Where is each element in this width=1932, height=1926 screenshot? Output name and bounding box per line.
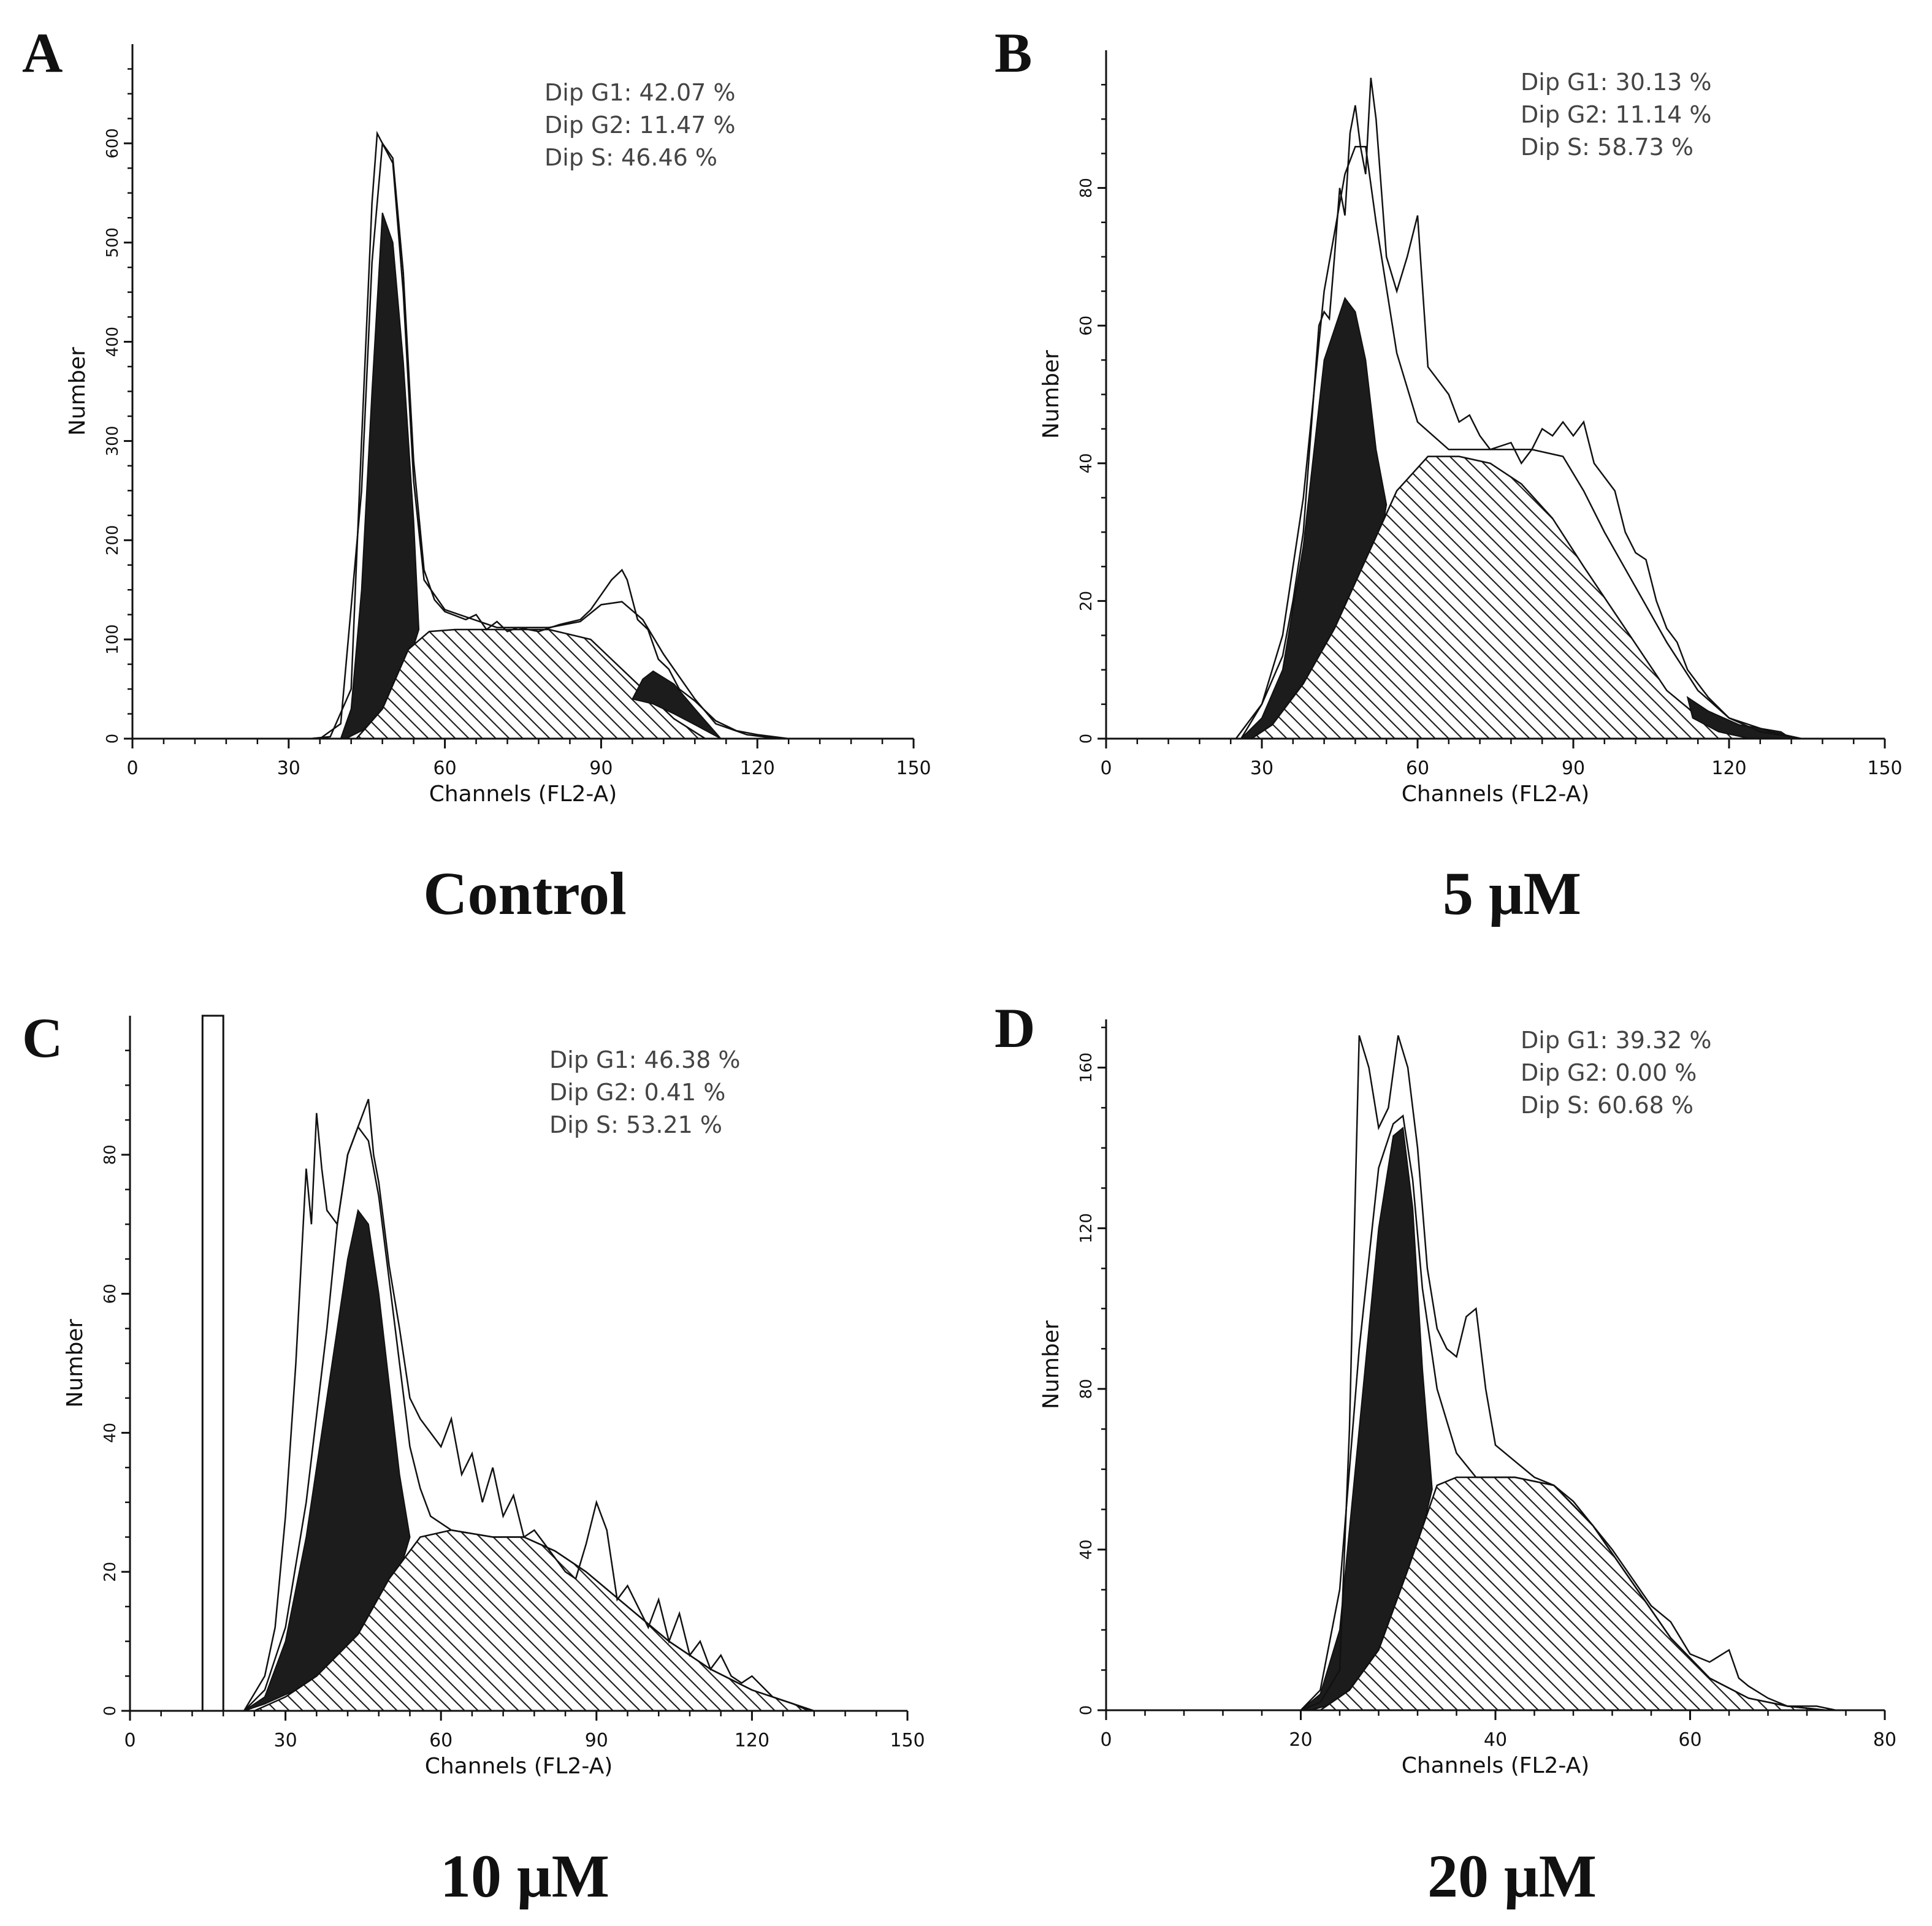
panel-d: D 0 20 40 60 80 0 40 80 120 160 Channels (FL2-A) Nu… xyxy=(966,963,1932,1926)
raw-histogram-line xyxy=(1300,1035,1836,1711)
y-tick-label: 80 xyxy=(1077,1379,1096,1399)
panel-letter: C xyxy=(22,1007,63,1069)
x-axis-label: Channels (FL2-A) xyxy=(1402,1753,1590,1778)
y-tick-label: 0 xyxy=(104,734,122,744)
y-tick-label: 0 xyxy=(1077,1705,1096,1716)
stat-s: Dip S: 53.21 % xyxy=(549,1111,722,1138)
x-tick-label: 150 xyxy=(1867,758,1902,779)
y-tick-label: 40 xyxy=(101,1423,120,1443)
x-tick-label: 60 xyxy=(1678,1729,1701,1751)
x-tick-label: 40 xyxy=(1484,1729,1507,1751)
x-tick-label: 30 xyxy=(277,758,300,779)
y-tick-label: 60 xyxy=(1077,316,1096,336)
stat-g2: Dip G2: 11.14 % xyxy=(1521,101,1712,128)
condition-label: 20 μM xyxy=(1427,1842,1597,1910)
stat-s: Dip S: 58.73 % xyxy=(1521,134,1693,161)
stat-s: Dip S: 46.46 % xyxy=(544,144,717,171)
x-tick-label: 30 xyxy=(274,1730,297,1751)
y-tick-label: 500 xyxy=(104,227,122,258)
x-tick-label: 0 xyxy=(1100,1729,1112,1751)
y-tick-label: 40 xyxy=(1077,453,1096,473)
x-tick-label: 20 xyxy=(1289,1729,1312,1751)
stat-g1: Dip G1: 42.07 % xyxy=(544,79,736,106)
x-tick-label: 30 xyxy=(1250,758,1273,779)
fit-envelope-line xyxy=(1240,145,1802,740)
debris-gate-bar xyxy=(201,1014,224,1712)
stat-g2: Dip G2: 0.00 % xyxy=(1521,1059,1697,1086)
histogram-chart: 0 30 60 90 120 150 0 20 40 60 80 Channels (FL2-A) Nu… xyxy=(1039,50,1903,807)
g2-peak-area xyxy=(631,670,722,739)
condition-label: 10 μM xyxy=(440,1842,610,1910)
x-axis-label: Channels (FL2-A) xyxy=(1402,782,1590,807)
y-tick-label: 60 xyxy=(101,1284,120,1304)
y-tick-label: 40 xyxy=(1077,1539,1096,1559)
y-tick-label: 200 xyxy=(104,525,122,555)
x-tick-label: 0 xyxy=(1100,758,1112,779)
panel-c: C 0 30 60 90 120 150 0 20 40 60 80 Channels (FL2-A)… xyxy=(0,963,966,1926)
x-tick-label: 0 xyxy=(126,758,138,779)
x-tick-label: 0 xyxy=(124,1730,136,1751)
stats-block: Dip G1: 39.32 % Dip G2: 0.00 % Dip S: 60.6… xyxy=(1521,1024,1712,1122)
panel-letter: B xyxy=(995,21,1033,84)
y-tick-label: 20 xyxy=(101,1562,120,1582)
x-axis-label: Channels (FL2-A) xyxy=(425,1754,613,1779)
stats-block: Dip G1: 42.07 % Dip G2: 11.47 % Dip S: 46.… xyxy=(544,77,736,174)
panel-letter: D xyxy=(995,997,1036,1059)
fit-envelope-line xyxy=(243,1125,815,1712)
y-tick-label: 80 xyxy=(101,1144,120,1165)
stat-g2: Dip G2: 0.41 % xyxy=(549,1079,726,1106)
panel-letter: A xyxy=(22,21,63,84)
y-tick-label: 400 xyxy=(104,327,122,357)
x-tick-label: 60 xyxy=(429,1730,452,1751)
x-tick-label: 90 xyxy=(1562,758,1585,779)
panel-b: B 0 30 60 90 120 150 0 20 40 60 80 Channels (FL2-A)… xyxy=(966,0,1932,963)
x-tick-label: 60 xyxy=(433,758,457,779)
y-tick-label: 0 xyxy=(1077,734,1096,744)
raw-histogram-line xyxy=(243,1098,809,1712)
stats-block: Dip G1: 30.13 % Dip G2: 11.14 % Dip S: 58.… xyxy=(1521,66,1712,164)
y-axis-label: Number xyxy=(1039,1320,1064,1409)
x-axis-label: Channels (FL2-A) xyxy=(429,782,617,807)
fit-envelope-line xyxy=(1300,1114,1827,1711)
x-tick-label: 120 xyxy=(1711,758,1746,779)
y-tick-label: 80 xyxy=(1077,178,1096,198)
y-axis-label: Number xyxy=(63,1319,88,1407)
histogram-chart: 0 30 60 90 120 150 0 100 200 300 400 500 600 Channels… xyxy=(65,44,931,807)
y-tick-label: 600 xyxy=(104,128,122,159)
stats-block: Dip G1: 46.38 % Dip G2: 0.41 % Dip S: 53.2… xyxy=(549,1044,741,1141)
y-tick-label: 100 xyxy=(104,624,122,655)
y-tick-label: 0 xyxy=(101,1706,120,1716)
stat-s: Dip S: 60.68 % xyxy=(1521,1092,1693,1119)
y-tick-label: 20 xyxy=(1077,591,1096,611)
condition-label: 5 μM xyxy=(1442,859,1582,927)
stat-g1: Dip G1: 30.13 % xyxy=(1521,69,1712,96)
panel-a: A 0 30 60 90 120 150 0 100 200 300 400 500 600 Channe… xyxy=(0,0,966,963)
x-tick-label: 80 xyxy=(1873,1729,1896,1751)
fit-envelope-line xyxy=(319,140,779,740)
stat-g1: Dip G1: 46.38 % xyxy=(549,1046,741,1073)
raw-histogram-line xyxy=(1235,77,1802,740)
x-tick-label: 150 xyxy=(896,758,931,779)
x-tick-label: 120 xyxy=(735,1730,769,1751)
s-phase-area xyxy=(354,628,708,740)
stat-g2: Dip G2: 11.47 % xyxy=(544,112,736,139)
stat-g1: Dip G1: 39.32 % xyxy=(1521,1027,1712,1054)
histogram-chart: 0 20 40 60 80 0 40 80 120 160 Channels (FL2-A) Numb… xyxy=(1039,1019,1896,1778)
y-tick-label: 120 xyxy=(1077,1213,1096,1244)
x-tick-label: 150 xyxy=(890,1730,925,1751)
x-tick-label: 90 xyxy=(585,1730,608,1751)
y-axis-label: Number xyxy=(65,347,90,436)
histogram-chart: 0 30 60 90 120 150 0 20 40 60 80 Channels (FL2-A) Nu… xyxy=(63,1014,925,1779)
condition-label: Control xyxy=(423,859,627,927)
x-tick-label: 90 xyxy=(589,758,613,779)
y-axis-label: Number xyxy=(1039,350,1064,439)
raw-histogram-line xyxy=(309,131,789,740)
x-tick-label: 60 xyxy=(1406,758,1429,779)
y-tick-label: 160 xyxy=(1077,1052,1096,1083)
s-phase-area xyxy=(1248,455,1751,740)
x-tick-label: 120 xyxy=(740,758,775,779)
y-tick-label: 300 xyxy=(104,426,122,457)
